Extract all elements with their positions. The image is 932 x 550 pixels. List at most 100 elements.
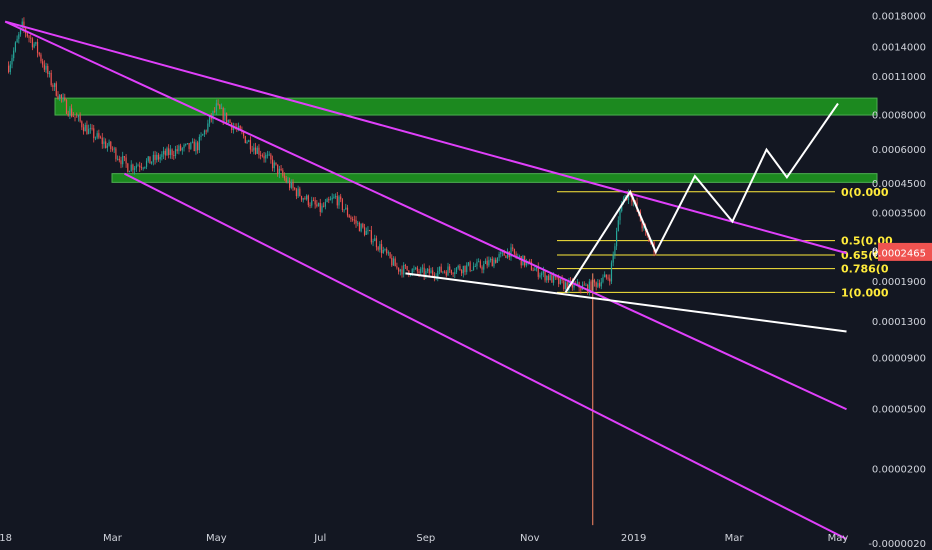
price-tick: 0.0000900 (872, 353, 926, 364)
candle-body (224, 112, 226, 121)
trend-lines[interactable] (4, 20, 847, 540)
candle-body (413, 268, 415, 270)
candle-body (459, 265, 461, 271)
candle-body (428, 268, 430, 274)
candle-body (598, 283, 601, 287)
candle-body (597, 283, 599, 287)
candle-body (530, 261, 533, 271)
candle-body (566, 282, 568, 290)
candle-body (404, 265, 407, 266)
candle-body (333, 196, 335, 198)
candle-body (328, 199, 330, 201)
candle-body (539, 275, 541, 277)
price-tags: 0.00025090.0002465 (872, 242, 932, 261)
candle-body (86, 124, 88, 135)
candle-body (122, 156, 124, 165)
candle-body (500, 252, 502, 255)
candle-body (486, 260, 488, 266)
price-axis[interactable]: 0.0018000 0.0014000 0.0011000 0.0008000 0.00… (868, 12, 926, 550)
candle-body (309, 205, 311, 206)
candle-body (542, 270, 544, 274)
candle-body (106, 145, 108, 148)
candle-body (11, 58, 13, 65)
candle-body (386, 249, 388, 254)
candle-body (590, 281, 592, 291)
candle-body (306, 195, 308, 200)
candle-body (537, 266, 539, 277)
candle-body (387, 252, 389, 254)
candle-body (401, 269, 403, 275)
candle-body (251, 149, 253, 151)
candle-body (248, 140, 250, 142)
candle-body (215, 103, 217, 112)
candle-body (188, 143, 190, 149)
candle-body (220, 107, 223, 109)
candle-body (563, 280, 565, 289)
fib-level-label: 0.786(0 (841, 263, 889, 276)
candle-body (13, 50, 15, 59)
candle-body (197, 142, 199, 151)
candle-body (30, 37, 32, 39)
candle-body (278, 168, 280, 175)
candle-body (481, 267, 483, 270)
price-tick: 0.0008000 (872, 111, 926, 122)
candle-body (142, 167, 144, 169)
candle-body (420, 268, 422, 274)
candle-body (125, 157, 127, 164)
candle-body (461, 270, 463, 274)
candle-body (283, 175, 286, 179)
candle-body (425, 271, 427, 276)
candle-body (14, 42, 17, 51)
candle-body (518, 256, 521, 257)
candle-body (334, 195, 337, 197)
candle-body (7, 65, 10, 73)
candle-body (111, 148, 114, 150)
time-axis[interactable]: 2018 Mar May Jul Sep Nov 2019 Mar May (0, 533, 848, 544)
candle-body (624, 195, 626, 199)
candle-body (641, 221, 643, 229)
candle-body (282, 170, 284, 176)
candle-body (52, 85, 54, 87)
price-tag (878, 244, 932, 261)
price-tick: -0.0000020 (868, 539, 926, 550)
candle-body (266, 154, 269, 156)
candle-body (496, 257, 498, 263)
candle-body (317, 202, 320, 207)
candle-body (573, 283, 575, 288)
candle-body (323, 205, 325, 207)
candle-body (243, 132, 245, 137)
projection-path[interactable] (564, 102, 839, 293)
candle-body (535, 266, 538, 269)
price-tick: 0.0001300 (872, 317, 926, 328)
candle-body (374, 238, 376, 242)
candle-body (145, 160, 148, 167)
candle-body (74, 116, 76, 118)
candle-body (357, 222, 359, 224)
candle-body (391, 257, 393, 266)
price-tag-label: 0.0002465 (872, 248, 926, 259)
candle-body (326, 199, 328, 203)
candle-body (464, 265, 466, 273)
price-tick: 0.0000200 (872, 465, 926, 476)
price-tick: 0.0003500 (872, 208, 926, 219)
candle-body (501, 251, 504, 253)
time-tick: Jul (313, 533, 326, 544)
candle-body (375, 238, 378, 248)
channel-line (123, 172, 847, 540)
candle-body (588, 281, 590, 293)
candle-body (336, 195, 338, 206)
candle-body (370, 230, 372, 243)
candle-body (299, 188, 301, 197)
candle-body (527, 260, 529, 262)
candle-body (128, 170, 131, 173)
candle-body (101, 137, 103, 144)
candle-body (363, 227, 366, 235)
candle-body (180, 145, 182, 151)
candle-body (161, 154, 163, 157)
time-tick: Mar (725, 533, 745, 544)
candle-body (289, 180, 291, 188)
candle-body (568, 280, 570, 290)
candle-body (559, 278, 561, 285)
